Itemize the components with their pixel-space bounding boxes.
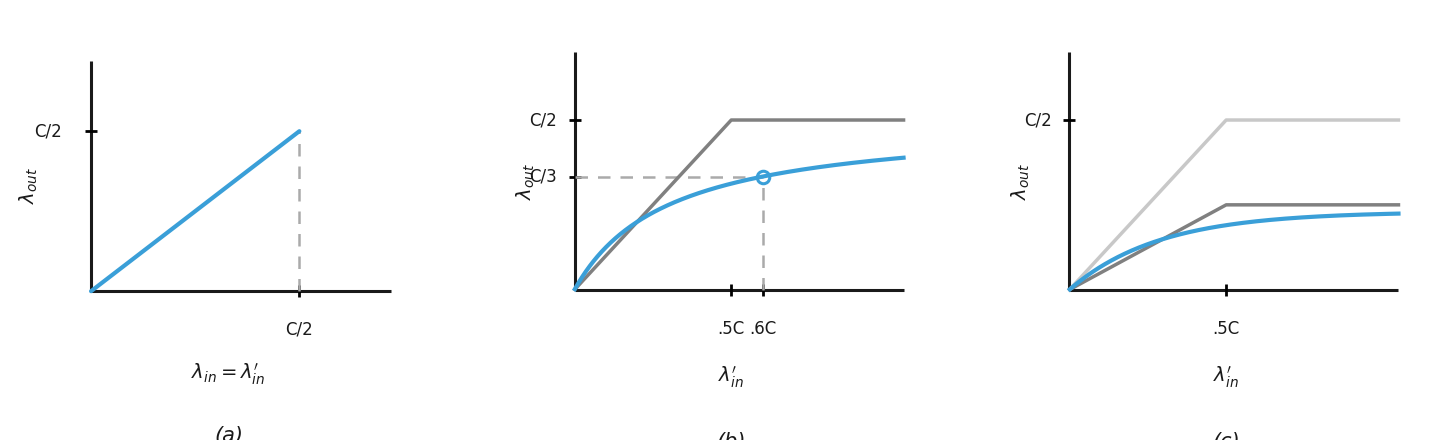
Text: $\lambda_{out}$: $\lambda_{out}$: [17, 167, 40, 204]
Text: $\lambda^{\prime}_{in}$: $\lambda^{\prime}_{in}$: [1214, 364, 1240, 390]
Text: C/3: C/3: [530, 168, 557, 186]
Text: $\lambda_{out}$: $\lambda_{out}$: [1010, 162, 1032, 200]
Text: .5C: .5C: [717, 320, 745, 338]
Text: C/2: C/2: [1025, 111, 1052, 129]
Text: $\lambda^{\prime}_{in}$: $\lambda^{\prime}_{in}$: [719, 364, 745, 390]
Text: C/2: C/2: [286, 320, 313, 338]
Text: $\lambda_{in} = \lambda^{\prime}_{in}$: $\lambda_{in} = \lambda^{\prime}_{in}$: [192, 362, 266, 387]
Text: (c): (c): [1212, 432, 1240, 440]
Text: .6C: .6C: [749, 320, 776, 338]
Text: .5C: .5C: [1212, 320, 1240, 338]
Text: $\lambda_{out}$: $\lambda_{out}$: [515, 162, 537, 200]
Text: C/2: C/2: [530, 111, 557, 129]
Text: C/2: C/2: [35, 122, 62, 140]
Text: (a): (a): [214, 425, 242, 440]
Text: (b): (b): [717, 432, 746, 440]
